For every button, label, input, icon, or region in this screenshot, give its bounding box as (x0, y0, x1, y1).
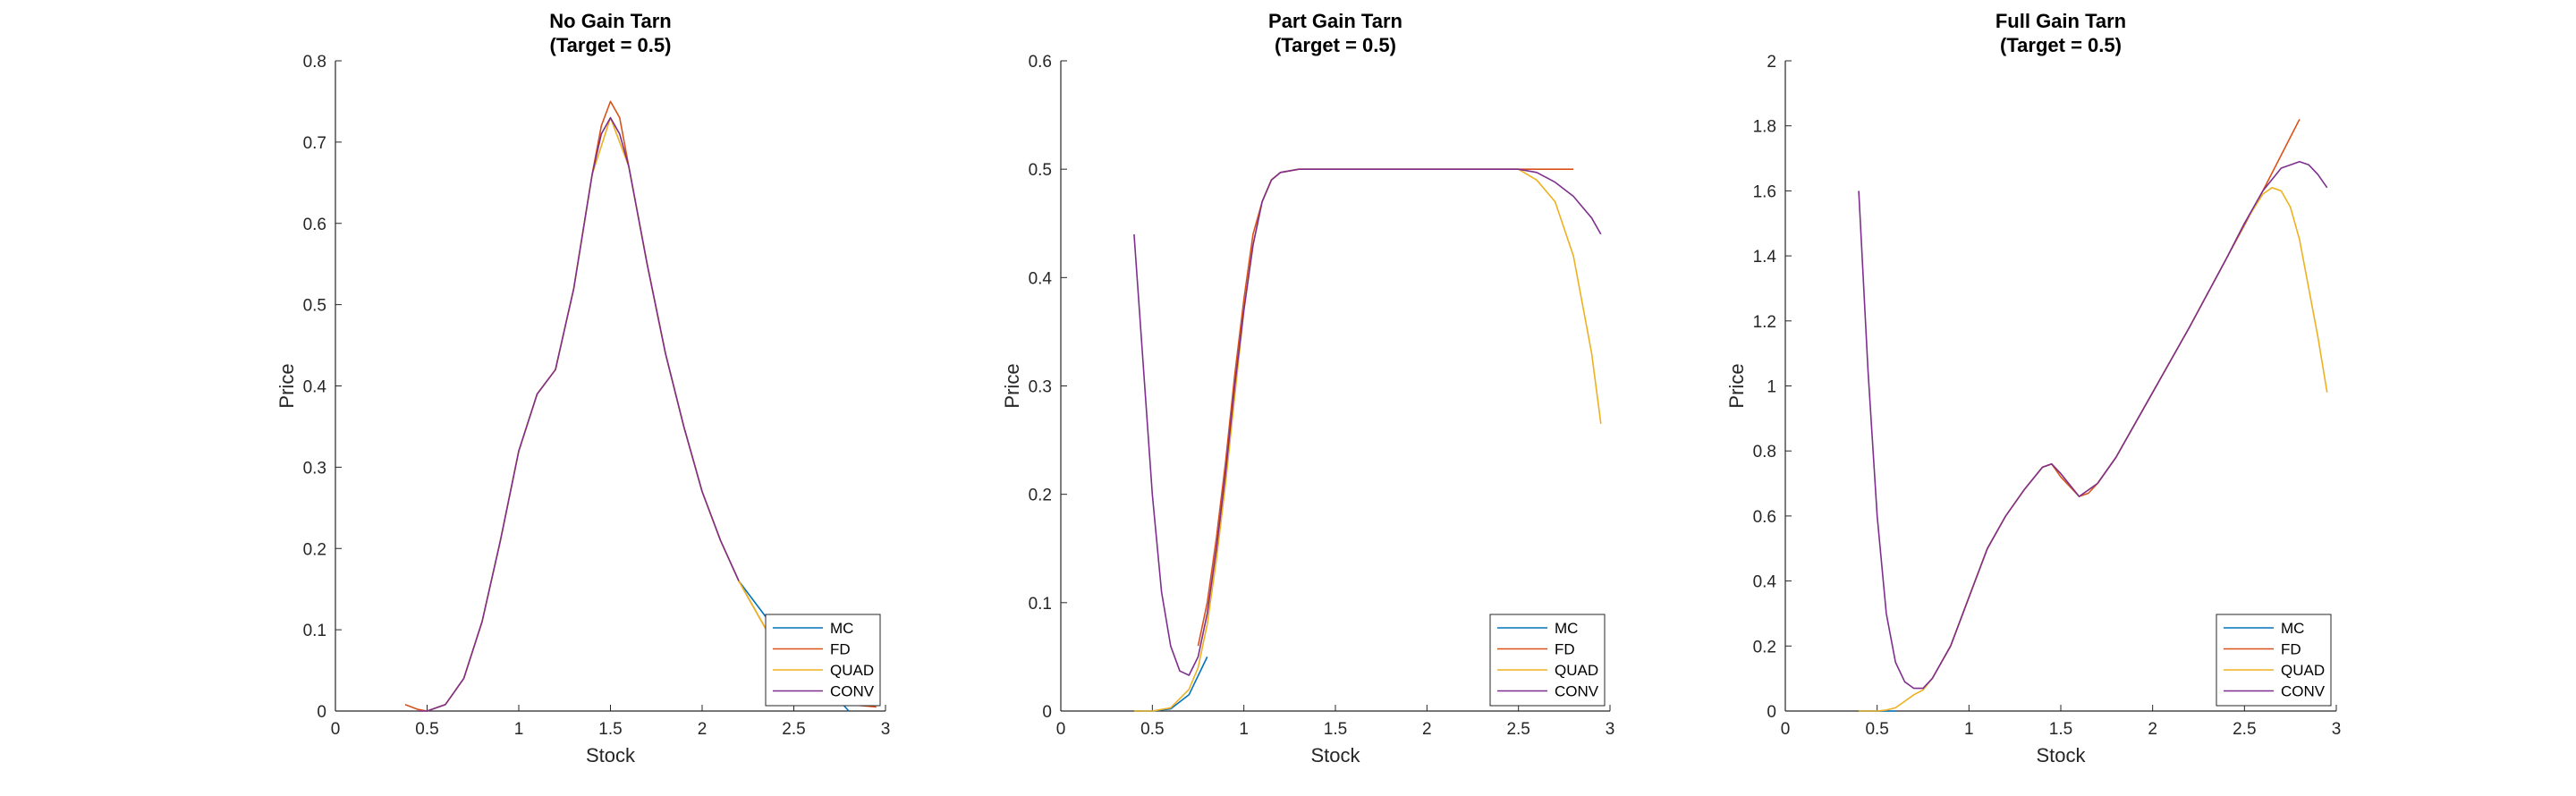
legend-label: MC (1555, 620, 1578, 637)
x-tick-label: 0.5 (1865, 720, 1888, 739)
legend: MC FD QUAD CONV (765, 614, 881, 707)
chart-title-line: (Target = 0.5) (550, 34, 672, 56)
series-line-conv (418, 116, 740, 712)
legend: MC FD QUAD CONV (1489, 614, 1606, 707)
series-line-quad (427, 116, 813, 712)
y-tick-label: 1.8 (1753, 118, 1776, 137)
legend-label: QUAD (2281, 662, 2325, 679)
y-tick-label: 0.4 (1753, 573, 1777, 592)
x-tick-label: 2 (698, 720, 708, 739)
series-line-conv (1858, 160, 2328, 690)
x-tick-label: 2 (1422, 720, 1432, 739)
y-tick-label: 0.6 (1029, 53, 1052, 72)
chart-title-line: (Target = 0.5) (1275, 34, 1396, 56)
y-tick-label: 0.5 (303, 297, 326, 316)
x-tick-label: 0 (1056, 720, 1066, 739)
y-tick-label: 1 (1767, 378, 1776, 397)
y-tick-label: 0.8 (303, 53, 326, 72)
y-tick-label: 1.2 (1753, 313, 1776, 332)
chart-title-line: (Target = 0.5) (2000, 34, 2122, 56)
y-tick-label: 0.8 (1753, 443, 1776, 462)
x-tick-label: 3 (881, 720, 891, 739)
legend-label: QUAD (1555, 662, 1598, 679)
chart-panel-2: Part Gain Tarn(Target = 0.5) 0 0.5 1 1.5 2 2.5… (1001, 10, 1614, 766)
x-axis-label: Stock (586, 744, 636, 766)
chart-title-line: Full Gain Tarn (1996, 10, 2126, 32)
series-line-fd (1931, 119, 2301, 679)
series-line-conv (1133, 168, 1602, 676)
y-tick-label: 0.3 (303, 459, 326, 478)
x-tick-label: 1 (514, 720, 524, 739)
x-tick-label: 1.5 (1324, 720, 1347, 739)
legend-label: FD (830, 641, 851, 658)
y-tick-label: 0.2 (1753, 638, 1776, 656)
x-tick-label: 1.5 (2049, 720, 2072, 739)
x-tick-label: 3 (1606, 720, 1615, 739)
y-tick-label: 0.1 (1029, 595, 1052, 614)
x-tick-label: 2.5 (1506, 720, 1530, 739)
chart-panel-3: Full Gain Tarn(Target = 0.5) 0 0.5 1 1.5 2 2.5… (1725, 10, 2341, 766)
y-tick-label: 1.4 (1753, 248, 1777, 267)
x-tick-label: 1.5 (598, 720, 622, 739)
y-tick-label: 0.6 (303, 216, 326, 234)
y-tick-label: 0.1 (303, 622, 326, 640)
y-tick-label: 0.4 (1029, 269, 1053, 288)
y-tick-label: 0.4 (303, 378, 327, 397)
x-tick-label: 0.5 (1140, 720, 1164, 739)
y-tick-label: 0 (1042, 703, 1052, 722)
x-tick-label: 0 (1781, 720, 1791, 739)
legend-label: MC (830, 620, 853, 637)
legend-label: CONV (830, 683, 875, 700)
legend-label: CONV (2281, 683, 2326, 700)
x-tick-label: 1 (1239, 720, 1249, 739)
y-tick-label: 0.7 (303, 134, 326, 153)
y-axis-label: Price (1725, 363, 1748, 408)
chart-title-line: No Gain Tarn (549, 10, 672, 32)
chart-title-line: Part Gain Tarn (1268, 10, 1402, 32)
y-tick-label: 0 (1767, 703, 1776, 722)
x-tick-label: 2.5 (782, 720, 805, 739)
x-tick-label: 0 (331, 720, 341, 739)
y-axis-label: Price (275, 363, 298, 408)
x-axis-label: Stock (1310, 744, 1360, 766)
y-tick-label: 0.6 (1753, 508, 1776, 527)
legend-label: QUAD (830, 662, 874, 679)
y-tick-label: 0.5 (1029, 161, 1052, 180)
x-tick-label: 3 (2332, 720, 2342, 739)
x-axis-label: Stock (2036, 744, 2086, 766)
x-tick-label: 0.5 (415, 720, 438, 739)
series-line-mc (1133, 656, 1208, 712)
legend-label: FD (2281, 641, 2301, 658)
x-tick-label: 2 (2148, 720, 2157, 739)
legend-label: MC (2281, 620, 2304, 637)
y-axis-label: Price (1001, 363, 1023, 408)
x-tick-label: 1 (1964, 720, 1974, 739)
y-tick-label: 0.3 (1029, 378, 1052, 397)
y-tick-label: 0.2 (1029, 487, 1052, 505)
y-tick-label: 0.2 (303, 540, 326, 559)
chart-panel-1: No Gain Tarn(Target = 0.5) 0 0.5 1 1.5 2 2.5 3 0… (275, 10, 890, 766)
legend: MC FD QUAD CONV (2216, 614, 2332, 707)
x-tick-label: 2.5 (2233, 720, 2256, 739)
y-tick-label: 0 (317, 703, 326, 722)
legend-label: FD (1555, 641, 1575, 658)
legend-label: CONV (1555, 683, 1599, 700)
y-tick-label: 2 (1767, 53, 1776, 72)
y-tick-label: 1.6 (1753, 182, 1776, 201)
